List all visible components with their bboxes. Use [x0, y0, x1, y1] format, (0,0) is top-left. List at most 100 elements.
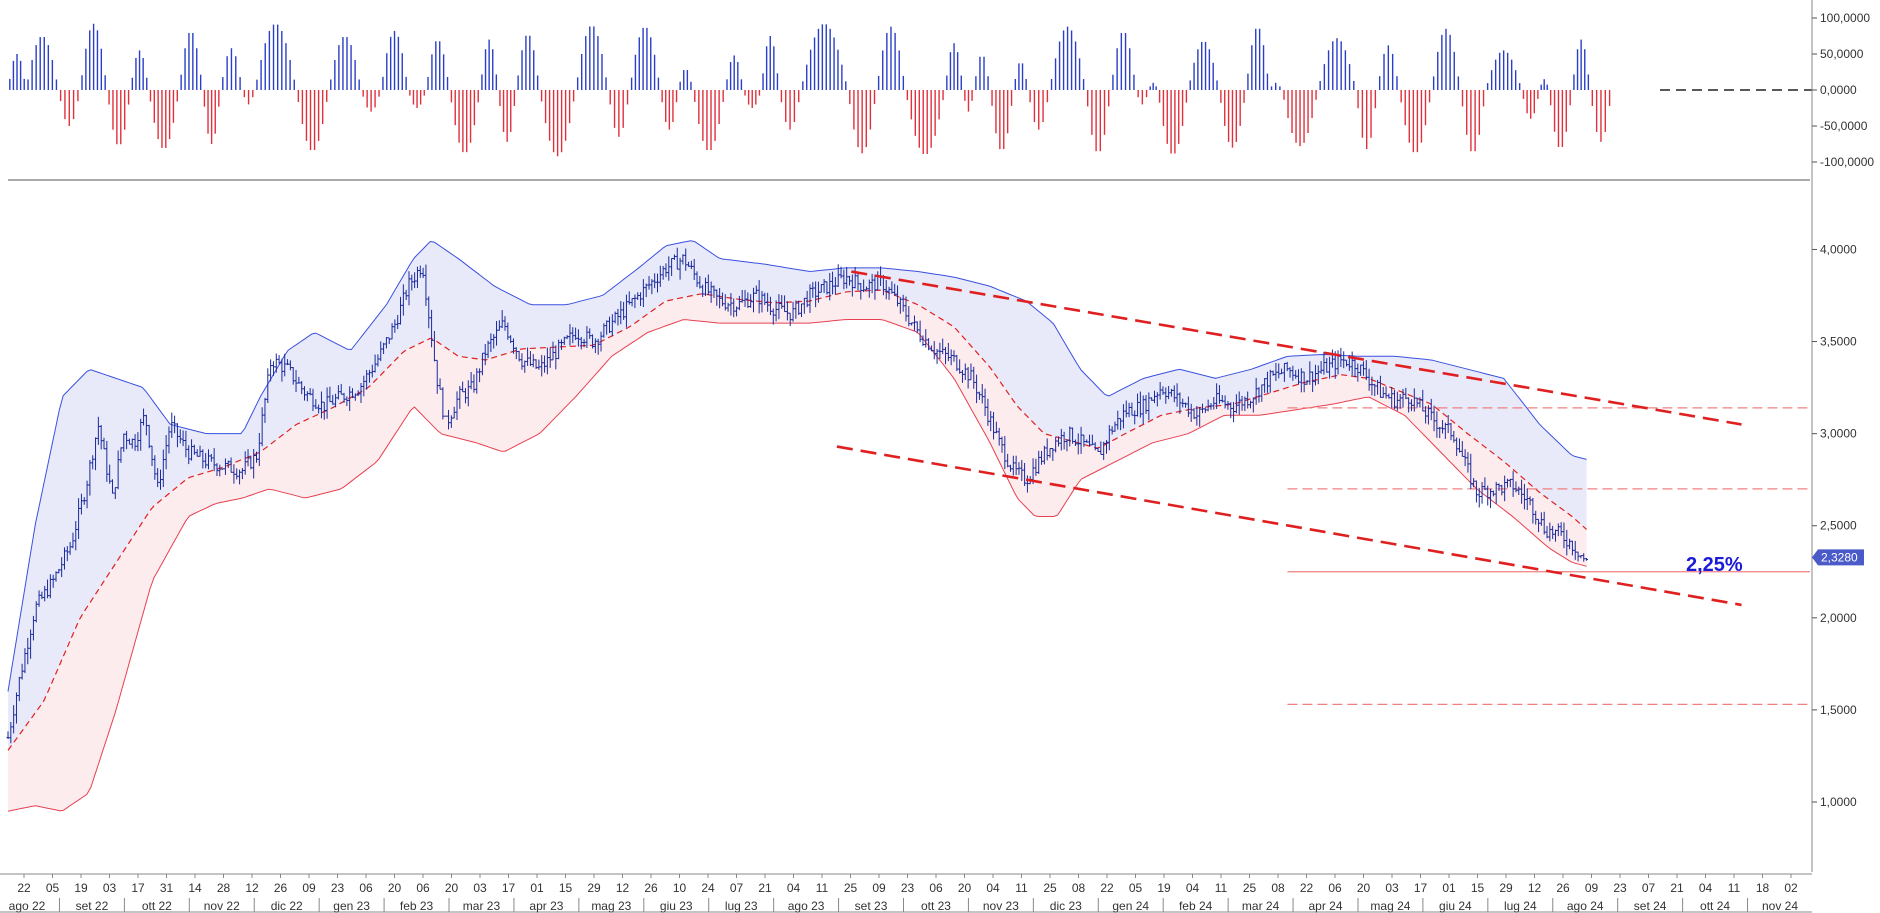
price-panel	[6, 240, 1810, 812]
x-month-label: ott 22	[142, 899, 172, 913]
x-month-label: lug 23	[725, 899, 758, 913]
x-month-label: apr 23	[529, 899, 563, 913]
x-day-label: 03	[103, 881, 117, 895]
oscillator-tick-label: 100,0000	[1820, 11, 1870, 25]
lower-band-fill	[8, 290, 1587, 812]
x-month-label: nov 22	[204, 899, 240, 913]
x-month-label: mar 24	[1242, 899, 1280, 913]
x-day-label: 20	[388, 881, 402, 895]
last-value-badge	[1812, 549, 1864, 566]
x-month-label: feb 24	[1179, 899, 1213, 913]
x-day-label: 08	[1271, 881, 1285, 895]
lower-band-line	[7, 319, 1587, 812]
trendline	[836, 445, 1742, 607]
last-value-label: 2,3280	[1821, 550, 1858, 564]
x-month-label: ott 23	[921, 899, 951, 913]
x-day-label: 26	[1556, 881, 1570, 895]
x-day-label: 21	[1670, 881, 1684, 895]
x-month-label: giu 23	[660, 899, 693, 913]
x-month-label: mag 23	[591, 899, 631, 913]
price-tick-label: 1,5000	[1820, 703, 1857, 717]
oscillator-tick-label: -100,0000	[1820, 155, 1874, 169]
x-day-label: 12	[245, 881, 259, 895]
x-day-label: 25	[844, 881, 858, 895]
x-day-label: 04	[986, 881, 1000, 895]
x-day-label: 04	[787, 881, 801, 895]
x-day-label: 19	[74, 881, 88, 895]
x-day-label: 01	[1442, 881, 1456, 895]
x-day-label: 05	[1129, 881, 1143, 895]
moving-average-line	[7, 289, 1587, 751]
x-month-label: giu 24	[1439, 899, 1472, 913]
price-tick-label: 2,5000	[1820, 519, 1857, 533]
x-day-label: 14	[188, 881, 202, 895]
x-day-label: 08	[1072, 881, 1086, 895]
x-month-label: ott 24	[1700, 899, 1730, 913]
x-day-label: 25	[1243, 881, 1257, 895]
x-day-label: 22	[1100, 881, 1114, 895]
x-day-label: 11	[1015, 881, 1028, 895]
x-day-label: 10	[673, 881, 687, 895]
x-month-label: feb 23	[400, 899, 434, 913]
x-day-label: 21	[758, 881, 772, 895]
x-day-label: 15	[1471, 881, 1485, 895]
x-day-label: 01	[530, 881, 544, 895]
x-day-label: 19	[1157, 881, 1171, 895]
x-day-label: 04	[1699, 881, 1713, 895]
axes: 4,0000 3,5000 3,0000 2,5000 2,0000 1,5000 1,00…	[0, 180, 1864, 913]
x-day-label: 23	[901, 881, 915, 895]
x-day-label: 06	[1328, 881, 1342, 895]
x-month-label: nov 23	[983, 899, 1019, 913]
x-day-label: 18	[1756, 881, 1770, 895]
x-day-label: 20	[1357, 881, 1371, 895]
x-month-label: mar 23	[463, 899, 501, 913]
x-day-label: 07	[730, 881, 744, 895]
oscillator-tick-label: 0,0000	[1820, 83, 1857, 97]
x-day-label: 26	[274, 881, 288, 895]
x-day-label: 11	[1728, 881, 1741, 895]
x-month-label: ago 23	[788, 899, 825, 913]
x-day-label: 17	[1414, 881, 1428, 895]
x-day-label: 23	[1613, 881, 1627, 895]
x-day-label: 09	[872, 881, 886, 895]
x-month-label: set 23	[855, 899, 888, 913]
x-day-label: 23	[331, 881, 345, 895]
x-day-label: 17	[131, 881, 145, 895]
x-month-label: lug 24	[1504, 899, 1537, 913]
x-month-label: apr 24	[1309, 899, 1343, 913]
x-day-label: 24	[701, 881, 715, 895]
x-day-label: 09	[1585, 881, 1599, 895]
oscillator-panel: 100,0000 50,0000 0,0000 -50,0000 -100,0000	[9, 0, 1874, 180]
percent-annotation: 2,25%	[1686, 554, 1743, 576]
x-day-label: 06	[929, 881, 943, 895]
price-tick-label: 2,0000	[1820, 611, 1857, 625]
x-day-label: 11	[1215, 881, 1228, 895]
x-month-label: mag 24	[1370, 899, 1410, 913]
x-day-label: 15	[559, 881, 573, 895]
x-day-label: 22	[1300, 881, 1314, 895]
x-day-label: 28	[217, 881, 231, 895]
x-day-label: 03	[473, 881, 487, 895]
price-tick-label: 1,0000	[1820, 795, 1857, 809]
x-day-label: 02	[1784, 881, 1798, 895]
x-day-label: 07	[1642, 881, 1656, 895]
x-day-label: 06	[416, 881, 430, 895]
x-day-label: 09	[302, 881, 316, 895]
x-day-label: 25	[1043, 881, 1057, 895]
x-day-label: 29	[587, 881, 601, 895]
x-day-label: 31	[160, 881, 174, 895]
price-tick-label: 3,5000	[1820, 335, 1857, 349]
x-day-label: 26	[644, 881, 658, 895]
x-day-label: 29	[1499, 881, 1513, 895]
x-day-label: 05	[46, 881, 60, 895]
x-day-label: 22	[17, 881, 31, 895]
x-month-label: dic 23	[1050, 899, 1082, 913]
x-day-label: 03	[1385, 881, 1399, 895]
x-day-label: 04	[1186, 881, 1200, 895]
price-tick-label: 3,0000	[1820, 427, 1857, 441]
x-month-label: set 24	[1634, 899, 1667, 913]
x-day-label: 06	[359, 881, 373, 895]
x-month-label: dic 22	[271, 899, 303, 913]
